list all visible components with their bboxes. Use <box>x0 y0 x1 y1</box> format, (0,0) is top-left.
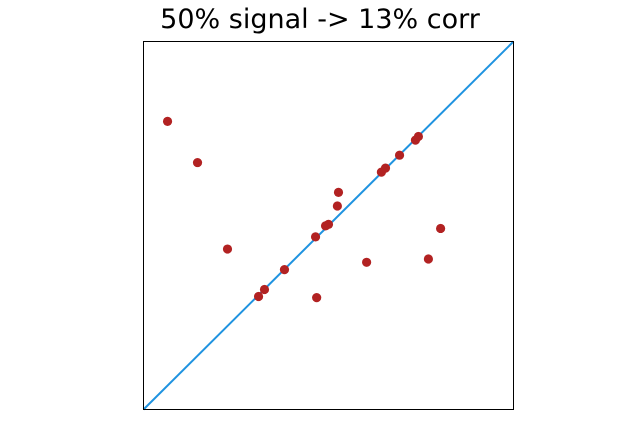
data-point-11 <box>332 201 342 211</box>
data-point-18 <box>413 131 424 142</box>
data-point-3 <box>222 244 233 254</box>
data-point-13 <box>362 257 372 267</box>
data-point-7 <box>312 293 322 303</box>
data-point-6 <box>279 265 290 275</box>
plot-frame <box>143 41 514 410</box>
data-point-15 <box>380 163 391 173</box>
data-point-10 <box>323 219 334 229</box>
chart-title: 50% signal -> 13% corr <box>160 4 480 35</box>
data-point-5 <box>259 284 270 295</box>
data-point-19 <box>423 254 433 264</box>
data-point-12 <box>333 187 344 197</box>
data-point-16 <box>394 150 405 160</box>
data-point-8 <box>310 232 321 242</box>
data-point-2 <box>192 157 203 168</box>
data-layer <box>142 40 515 411</box>
data-point-1 <box>162 116 173 126</box>
data-point-20 <box>436 223 446 234</box>
data-point-4 <box>253 291 264 302</box>
